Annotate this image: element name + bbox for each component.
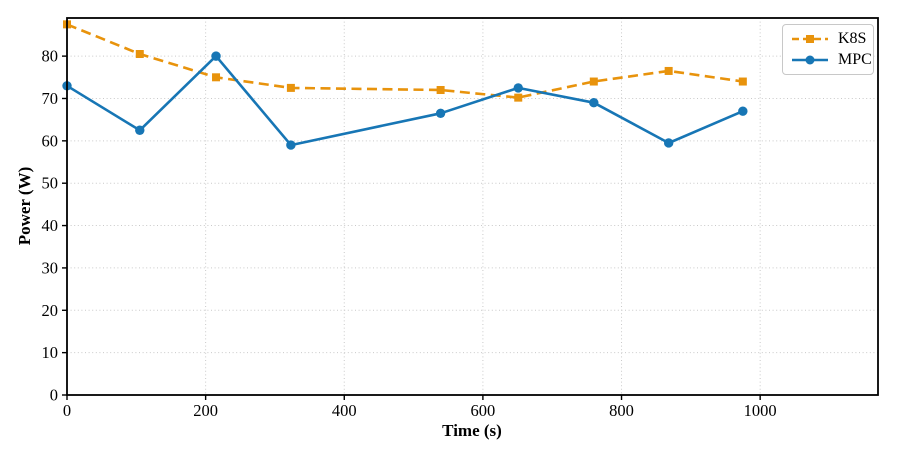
legend-label-mpc: MPC [838, 50, 872, 68]
legend: K8S MPC [782, 24, 874, 75]
marker-circle-mpc [286, 140, 296, 150]
marker-circle-mpc [663, 138, 674, 148]
legend-label-k8s: K8S [838, 29, 867, 47]
marker-square-k8s [664, 66, 673, 75]
k8s-dashed-line-swatch [792, 34, 828, 43]
y-tick-label: 80 [42, 47, 59, 66]
marker-circle-mpc [513, 83, 523, 93]
legend-sample-marker [805, 55, 815, 64]
legend-entry-k8s: K8S [783, 28, 873, 49]
y-tick-label: 0 [50, 386, 58, 405]
x-tick-label: 0 [63, 401, 71, 420]
legend-sample-marker [806, 34, 814, 43]
x-tick-label: 200 [193, 401, 218, 420]
marker-circle-mpc [435, 108, 446, 119]
y-tick-label: 60 [42, 131, 59, 150]
marker-square-k8s [589, 77, 598, 86]
y-tick-label: 50 [42, 174, 59, 193]
y-tick-label: 30 [42, 258, 59, 277]
marker-circle-mpc [738, 106, 748, 116]
y-tick-label: 20 [42, 301, 59, 320]
y-tick-label: 10 [42, 343, 59, 362]
x-tick-label: 400 [332, 401, 357, 420]
y-axis-label: Power (W) [15, 166, 34, 246]
marker-square-k8s [286, 83, 295, 92]
series-line-mpc [66, 54, 744, 147]
marker-square-k8s [514, 93, 523, 102]
marker-circle-mpc [211, 51, 221, 61]
x-axis-label: Time (s) [442, 421, 502, 440]
plot-border [66, 17, 879, 396]
y-tick-label: 40 [42, 216, 59, 235]
mpc-solid-line-swatch [792, 55, 828, 64]
y-tick-label: 70 [42, 89, 59, 108]
x-tick-label: 800 [609, 401, 634, 420]
marker-circle-mpc [135, 125, 145, 135]
marker-square-k8s [212, 73, 221, 82]
x-tick-label: 600 [471, 401, 496, 420]
marker-circle-mpc [589, 98, 599, 108]
x-tick-label: 1000 [744, 401, 777, 420]
series-line-k8s [66, 23, 743, 99]
marker-square-k8s [738, 77, 747, 86]
legend-entry-mpc: MPC [783, 49, 873, 70]
marker-square-k8s [436, 86, 445, 95]
marker-square-k8s [135, 50, 144, 59]
